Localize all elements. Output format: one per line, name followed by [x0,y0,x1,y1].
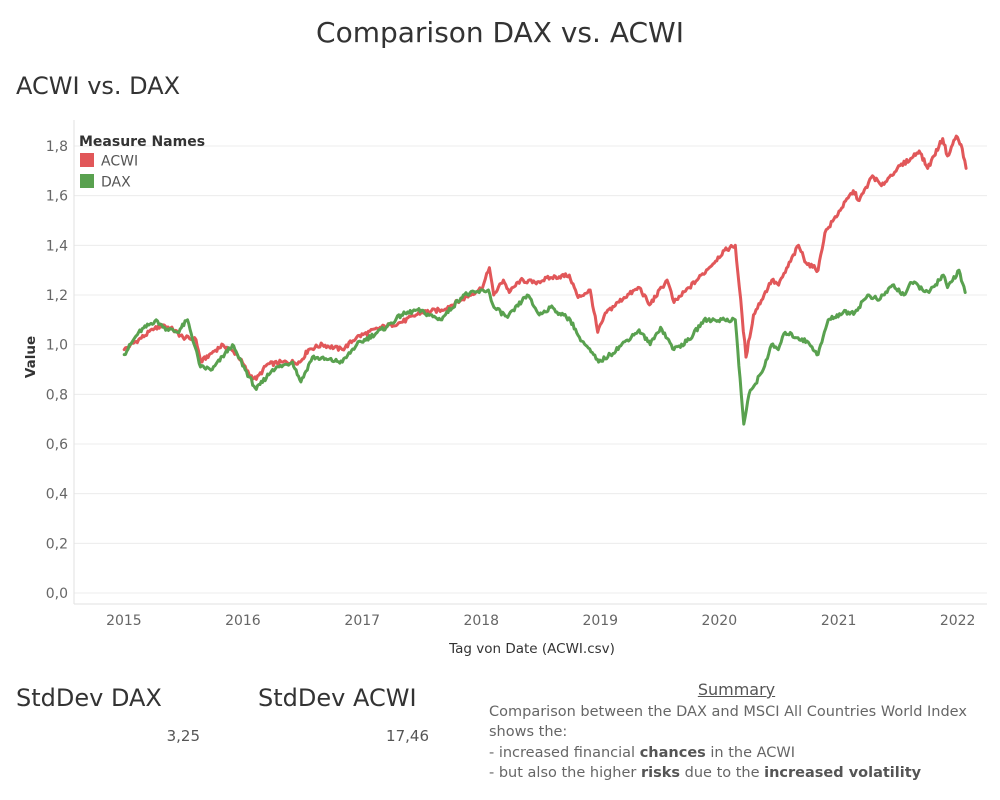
y-tick-label: 1,2 [46,288,68,304]
y-tick-label: 1,6 [46,189,68,205]
summary-line-3-prefix: - but also the higher [489,765,641,781]
summary-chances: chances [639,744,706,761]
y-tick-label: 1,4 [46,238,68,254]
y-tick-label: 0,4 [46,487,68,503]
y-axis-title: Value [23,336,39,378]
y-tick-label: 0,6 [46,437,68,453]
y-tick-label: 1,0 [46,338,68,354]
summary-line-2-prefix: - increased financial [489,744,640,761]
y-tick-label: 0,0 [46,586,68,602]
x-tick-label: 2021 [821,613,857,629]
dashboard-title: Comparison DAX vs. ACWI [316,16,684,49]
x-tick-label: 2019 [582,613,618,629]
y-tick-label: 0,8 [46,387,68,403]
x-axis-title: Tag von Date (ACWI.csv) [448,641,615,657]
legend-title: Measure Names [79,134,205,150]
summary-risks: risks [641,765,681,781]
x-tick-label: 2015 [106,613,142,629]
summary-increased-volatility: increased volatility [764,765,922,781]
x-tick-label: 2020 [701,613,737,629]
sheet-title: ACWI vs. DAX [16,72,181,100]
stddev-acwi-label: StdDev ACWI [258,684,417,712]
x-tick-label: 2016 [225,613,261,629]
summary-box: Summary Comparison between the DAX and M… [489,680,989,784]
summary-line-1: Comparison between the DAX and MSCI All … [489,703,967,741]
stddev-acwi-value: 17,46 [386,727,429,745]
stddev-dax-label: StdDev DAX [16,684,162,712]
line-chart[interactable]: 0,0 0,2 0,4 0,6 0,8 1,0 1,2 1,4 1,6 1,8 2015 2016 20… [0,100,1000,670]
legend-swatch-dax [80,174,94,188]
y-tick-label: 0,2 [46,536,68,552]
x-tick-label: 2018 [463,613,499,629]
summary-line-2: - increased financial chances in the ACW… [489,743,989,764]
series-line-dax [122,268,967,426]
legend-entry-acwi: ACWI [101,154,138,170]
y-tick-label: 1,8 [46,139,68,155]
summary-line-3-mid: due to the [680,765,765,781]
summary-line-3: - but also the higher risks due to the i… [489,763,989,784]
summary-line-2-suffix: in the ACWI [705,744,796,761]
x-tick-label: 2017 [344,613,380,629]
x-tick-label: 2022 [940,613,976,629]
legend-entry-dax: DAX [101,175,131,191]
legend-swatch-acwi [80,153,94,167]
stddev-dax-value: 3,25 [166,727,200,745]
series-line-acwi [122,134,968,381]
summary-heading: Summary [697,680,776,699]
